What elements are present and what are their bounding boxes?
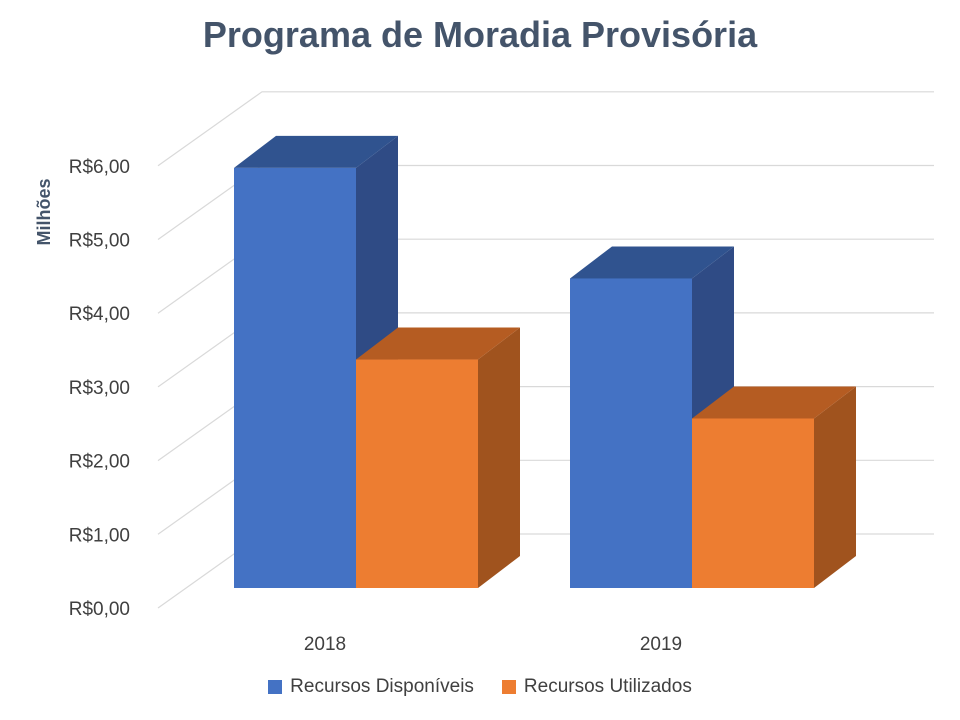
x-category-label: 2018	[304, 634, 346, 655]
bar-front	[234, 167, 356, 588]
bar-top	[356, 327, 520, 360]
chart-title: Programa de Moradia Provisória	[202, 14, 758, 55]
bar-front	[692, 418, 814, 588]
y-axis-label: Milhões	[34, 178, 54, 245]
gridline	[157, 91, 934, 167]
bar-front	[570, 278, 692, 588]
y-tick-label: R$6,00	[69, 157, 130, 178]
bar-top	[570, 246, 734, 279]
bar-top	[234, 135, 398, 168]
bars	[234, 135, 856, 588]
y-tick-label: R$0,00	[69, 599, 130, 620]
legend-item: Recursos Disponíveis	[268, 676, 474, 698]
y-axis-ticks: R$0,00 R$1,00 R$2,00 R$3,00 R$4,00 R$5,00 R$6,…	[69, 157, 130, 620]
legend-label: Recursos Disponíveis	[290, 676, 474, 697]
y-tick-label: R$3,00	[69, 378, 130, 399]
legend-swatch	[268, 680, 283, 694]
y-tick-label: R$4,00	[69, 304, 130, 325]
bar-side	[814, 386, 856, 588]
bar	[692, 386, 856, 588]
legend-swatch	[501, 680, 516, 694]
bar-top	[692, 386, 856, 419]
bar-side	[478, 327, 520, 588]
y-tick-label: R$1,00	[69, 525, 130, 546]
x-category-label: 2019	[640, 634, 682, 655]
bar-front	[356, 359, 478, 588]
legend: Recursos Disponíveis Recursos Utilizados	[0, 676, 960, 700]
legend-label: Recursos Utilizados	[523, 676, 692, 697]
bar	[356, 327, 520, 588]
x-axis-categories: 2018 2019	[304, 634, 682, 655]
y-tick-label: R$2,00	[69, 452, 130, 473]
y-tick-label: R$5,00	[69, 231, 130, 252]
legend-item: Recursos Utilizados	[501, 676, 692, 698]
